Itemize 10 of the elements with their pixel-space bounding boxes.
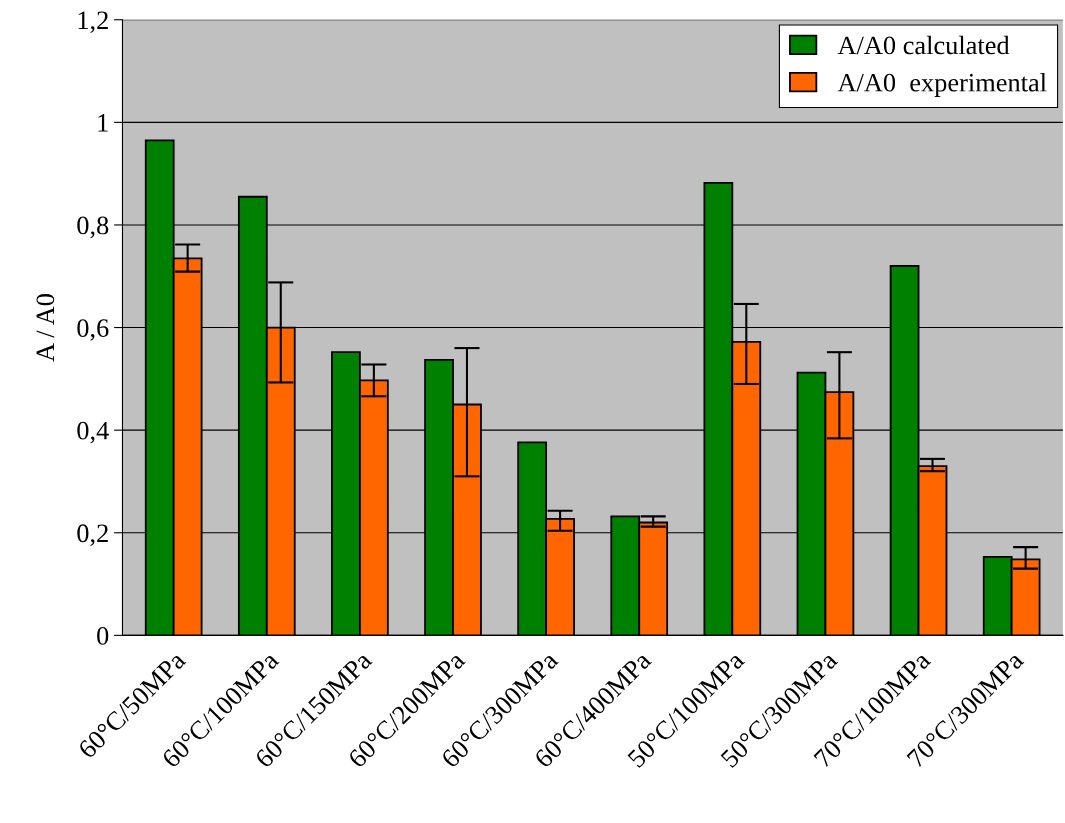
y-tick-label: 1	[98, 114, 108, 132]
y-tick-label: 0,2	[77, 524, 108, 546]
legend-label: A/A0 calculated	[837, 35, 1010, 55]
y-tick-label: 0,8	[77, 216, 109, 239]
y-tick-label: 0	[97, 626, 109, 645]
y-tick-label: 0,6	[77, 319, 109, 341]
y-tick-label: 1,2	[78, 11, 108, 33]
y-tick-label: 0,4	[77, 421, 109, 444]
legend-label: A/A0 experimental	[837, 73, 1047, 97]
y-axis-title: A / A0	[36, 294, 55, 362]
